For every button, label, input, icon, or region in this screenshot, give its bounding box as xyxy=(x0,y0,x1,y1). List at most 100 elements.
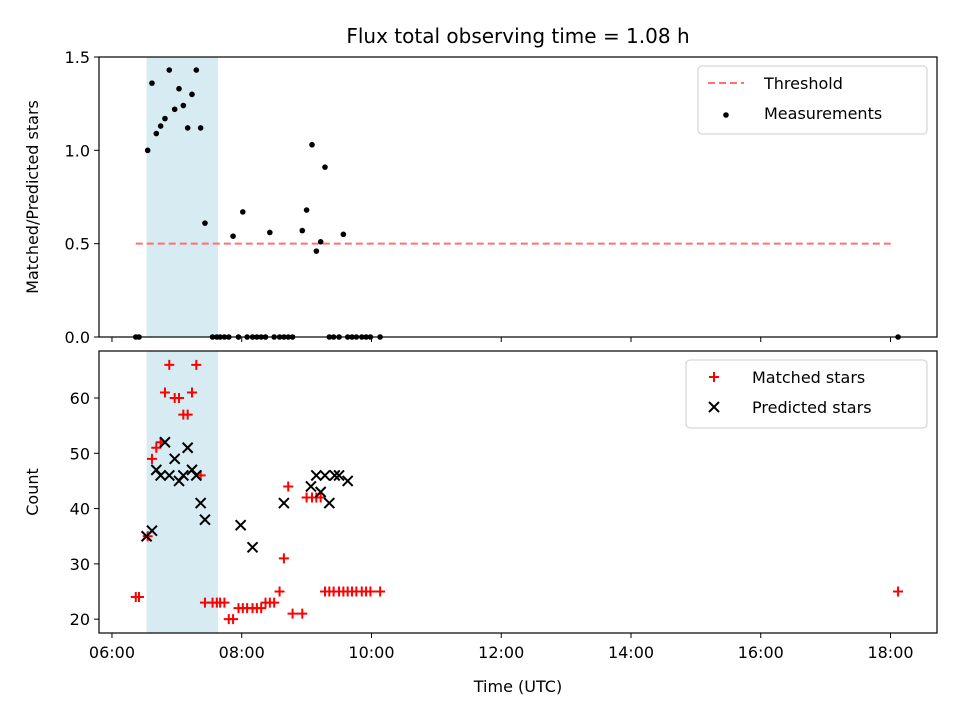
y-axis-label: Matched/Predicted stars xyxy=(23,100,42,294)
predicted-point xyxy=(323,497,336,509)
measurement-point xyxy=(162,115,168,122)
measurement-point xyxy=(303,207,310,213)
measurement-point xyxy=(149,80,155,86)
matched-point xyxy=(375,586,386,597)
measurement-point xyxy=(309,141,315,148)
y-tick-label: 0.0 xyxy=(65,328,90,347)
axes-frame xyxy=(98,56,938,338)
matched-point xyxy=(228,614,239,625)
matched-point xyxy=(297,608,308,619)
measurement-point xyxy=(144,147,151,154)
x-tick-label: 06:00 xyxy=(89,643,135,662)
bottom-panel-counts: 20 30 40 50 60 06:00 08:00 10:00 12:00 14:00 16:00… xyxy=(23,350,938,696)
predicted-point xyxy=(319,469,331,482)
predicted-point xyxy=(194,497,207,509)
measurement-point xyxy=(157,123,164,129)
predicted-point xyxy=(314,486,327,498)
predicted-point xyxy=(310,469,323,482)
measurement-point xyxy=(189,91,195,98)
legend: Matched stars Predicted stars xyxy=(685,359,928,429)
matched-point xyxy=(283,481,294,492)
predicted-point xyxy=(163,469,175,482)
y-tick-label: 20 xyxy=(70,610,90,629)
predicted-point xyxy=(329,469,341,482)
measurement-point xyxy=(313,248,320,254)
matched-point xyxy=(287,608,298,619)
matched-point xyxy=(219,597,230,608)
measurement-point xyxy=(184,125,191,131)
predicted-point xyxy=(278,497,290,509)
y-tick-label: 1.0 xyxy=(65,141,90,160)
x-tick-label: 18:00 xyxy=(867,643,913,662)
matched-point xyxy=(365,586,376,597)
measurement-point xyxy=(180,102,187,109)
series-matched-stars xyxy=(130,359,904,625)
measurement-point xyxy=(322,164,328,170)
matched-point xyxy=(174,393,185,403)
measurement-point xyxy=(197,125,204,131)
chart-title: Flux total observing time = 1.08 h xyxy=(346,24,689,48)
predicted-point xyxy=(190,469,203,482)
legend-box xyxy=(697,65,928,135)
predicted-point xyxy=(234,519,247,531)
legend-matched-swatch xyxy=(709,372,719,382)
predicted-point xyxy=(305,480,317,493)
legend: Threshold Measurements xyxy=(697,65,928,135)
predicted-point xyxy=(146,524,158,537)
legend-label: Threshold xyxy=(763,74,843,93)
matched-point xyxy=(315,492,326,503)
matched-point xyxy=(274,586,285,597)
shaded-span xyxy=(146,57,218,337)
legend-label: Matched stars xyxy=(752,368,865,387)
matched-point xyxy=(151,442,162,453)
legend-box xyxy=(685,359,928,429)
measurement-point xyxy=(176,85,182,92)
x-tick-label: 16:00 xyxy=(738,643,784,662)
y-axis-label: Count xyxy=(23,468,42,516)
y-tick-label: 1.5 xyxy=(65,48,90,67)
measurement-point xyxy=(193,67,200,73)
measurement-point xyxy=(317,239,324,245)
predicted-point xyxy=(341,475,354,487)
x-tick-label: 12:00 xyxy=(478,643,524,662)
predicted-point xyxy=(168,453,181,465)
x-tick-label: 10:00 xyxy=(348,643,394,662)
matched-point xyxy=(256,603,267,614)
x-tick-label: 08:00 xyxy=(219,643,265,662)
x-axis-label: Time (UTC) xyxy=(473,677,562,696)
axes-frame xyxy=(98,350,938,634)
measurement-point xyxy=(240,209,246,215)
y-tick-label: 0.5 xyxy=(65,235,90,254)
matched-point xyxy=(159,387,170,398)
measurement-point xyxy=(171,106,178,113)
matched-point xyxy=(278,553,289,564)
y-tick-label: 50 xyxy=(70,444,90,463)
predicted-point xyxy=(181,442,194,454)
y-tick-label: 40 xyxy=(70,500,90,519)
predicted-point xyxy=(154,469,167,482)
series-predicted-stars xyxy=(140,436,354,554)
predicted-point xyxy=(199,513,211,526)
legend-label: Predicted stars xyxy=(752,398,872,417)
matched-point xyxy=(269,597,280,608)
matched-point xyxy=(146,453,157,464)
predicted-point xyxy=(246,541,259,554)
legend-measurement-swatch xyxy=(723,112,729,118)
legend-predicted-swatch xyxy=(708,401,720,413)
predicted-point xyxy=(333,469,345,482)
legend-label: Measurements xyxy=(764,104,882,123)
measurement-point xyxy=(202,220,208,226)
matched-point xyxy=(893,586,904,597)
measurement-point xyxy=(340,231,347,238)
shaded-span xyxy=(146,351,218,633)
matched-point xyxy=(191,359,202,370)
predicted-point xyxy=(177,469,190,482)
matched-point xyxy=(186,387,197,398)
measurement-point xyxy=(166,67,173,73)
y-tick-label: 30 xyxy=(70,555,90,574)
matched-point xyxy=(134,592,145,603)
predicted-point xyxy=(159,436,171,448)
y-tick-label: 60 xyxy=(70,389,90,408)
measurement-point xyxy=(153,130,160,137)
